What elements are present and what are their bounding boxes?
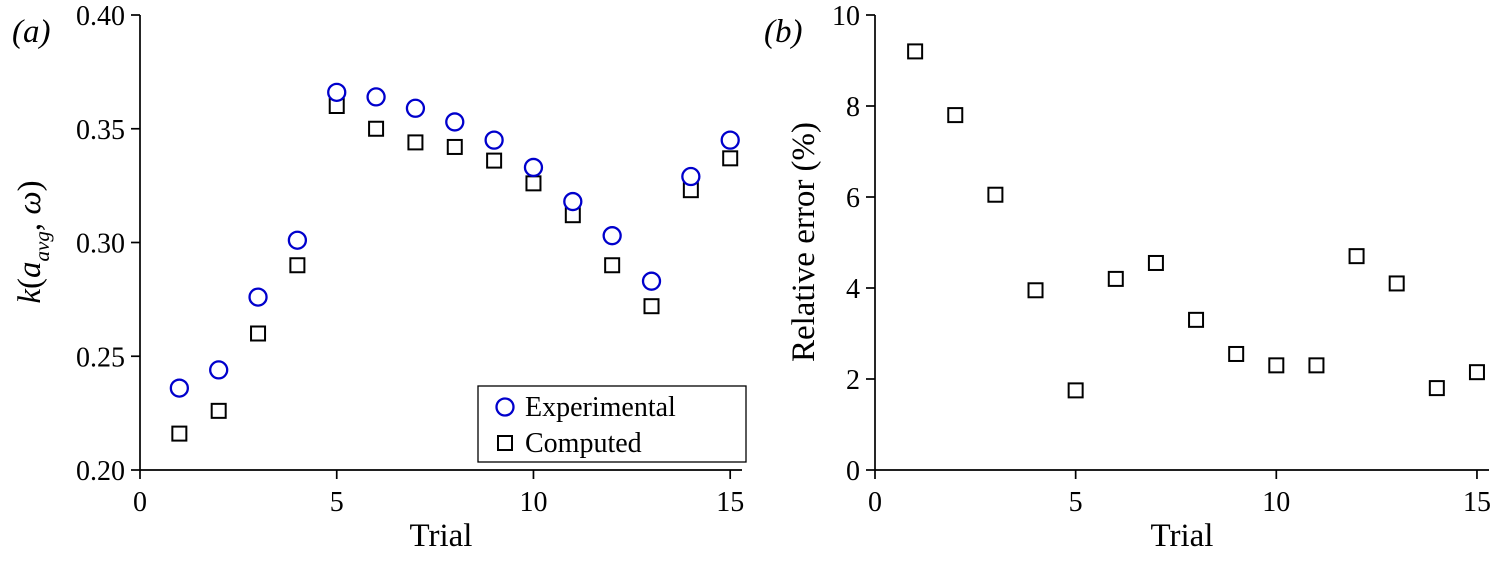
x-tick-label: 0 [868, 487, 882, 518]
y-tick-label: 6 [846, 183, 860, 214]
x-tick-label: 5 [330, 487, 344, 518]
data-point-square [446, 138, 463, 155]
data-point-square [907, 43, 924, 60]
data-point-square [250, 325, 267, 342]
data-point-square [1188, 311, 1205, 328]
x-tick-label: 10 [1262, 487, 1290, 518]
data-point-square [987, 186, 1004, 203]
data-point-square [1268, 357, 1285, 374]
y-tick-label: 0.40 [76, 1, 125, 32]
data-point-square [368, 120, 385, 137]
x-tick-label: 5 [1069, 487, 1083, 518]
y-tick-label: 0.30 [76, 229, 125, 260]
ylabel-subscript-avg: avg [30, 231, 54, 261]
panel-b-xlabel: Trial [1151, 518, 1214, 554]
y-tick-label: 2 [846, 365, 860, 396]
data-point-circle [523, 157, 544, 178]
data-point-square [604, 257, 621, 274]
data-point-circle [248, 287, 268, 307]
data-point-square [947, 107, 964, 124]
panel-a-tag: (a) [12, 14, 50, 50]
ylabel-a: a [12, 261, 48, 278]
legend-marker-circle [495, 397, 515, 417]
y-tick-label: 0 [846, 456, 860, 487]
data-point-square [210, 402, 227, 419]
legend-label: Experimental [525, 392, 676, 423]
data-point-square [643, 298, 660, 315]
data-point-square [486, 152, 503, 169]
data-point-square [1228, 345, 1245, 362]
x-tick-label: 15 [716, 487, 744, 518]
y-tick-label: 0.20 [76, 456, 125, 487]
data-point-circle [602, 226, 622, 246]
data-point-circle [209, 360, 229, 380]
ylabel-k: k [12, 288, 48, 304]
data-point-square [1308, 357, 1325, 374]
data-point-square [1027, 282, 1044, 299]
panel-a-xlabel: Trial [410, 518, 473, 554]
panel-b-chart: (b) Trial Relative error (%) 0 5 10 15 0 2 4 6 8… [764, 1, 1491, 554]
data-point-square [1067, 382, 1084, 399]
ylabel-open-paren: ( [12, 278, 48, 289]
data-point-circle [720, 130, 740, 150]
data-point-square [1428, 380, 1445, 397]
x-tick-label: 10 [519, 487, 547, 518]
data-point-square [171, 425, 188, 442]
data-point-circle [327, 82, 347, 102]
panel-a-chart: (a) Trial k(aavg, ω) 0 5 10 15 0.20 0.25 0.30 0… [12, 1, 747, 554]
data-point-circle [641, 271, 662, 291]
ylabel-close-paren: ) [12, 180, 48, 191]
ylabel-omega: ω [12, 191, 48, 214]
legend-label: Computed [525, 428, 642, 459]
panel-a-ylabel: k(aavg, ω) [12, 180, 54, 303]
data-point-square [1468, 364, 1485, 381]
data-point-circle [405, 98, 426, 118]
y-tick-label: 4 [846, 274, 860, 305]
data-point-circle [484, 130, 504, 150]
data-point-circle [563, 191, 583, 212]
data-point-square [1348, 248, 1365, 265]
data-point-circle [287, 230, 308, 250]
data-point-square [525, 175, 542, 192]
panel-b-ylabel: Relative error (%) [786, 122, 822, 362]
y-tick-label: 0.35 [76, 115, 125, 146]
legend-box [477, 385, 747, 463]
x-tick-label: 15 [1463, 487, 1491, 518]
data-point-square [289, 257, 306, 274]
data-point-square [722, 150, 739, 167]
data-point-square [1107, 270, 1124, 287]
data-point-circle [169, 378, 189, 398]
data-point-circle [445, 112, 465, 132]
y-tick-label: 10 [832, 1, 860, 32]
data-point-square [1388, 275, 1405, 292]
data-point-circle [681, 166, 701, 187]
data-point-square [1147, 254, 1164, 271]
data-point-square [407, 134, 424, 151]
x-tick-label: 0 [133, 487, 147, 518]
y-tick-label: 0.25 [76, 342, 125, 373]
data-point-circle [366, 87, 386, 107]
panel-b-tag: (b) [764, 14, 802, 50]
legend-marker-square [497, 435, 513, 451]
ylabel-comma: , [12, 215, 48, 232]
y-tick-label: 8 [846, 92, 860, 123]
